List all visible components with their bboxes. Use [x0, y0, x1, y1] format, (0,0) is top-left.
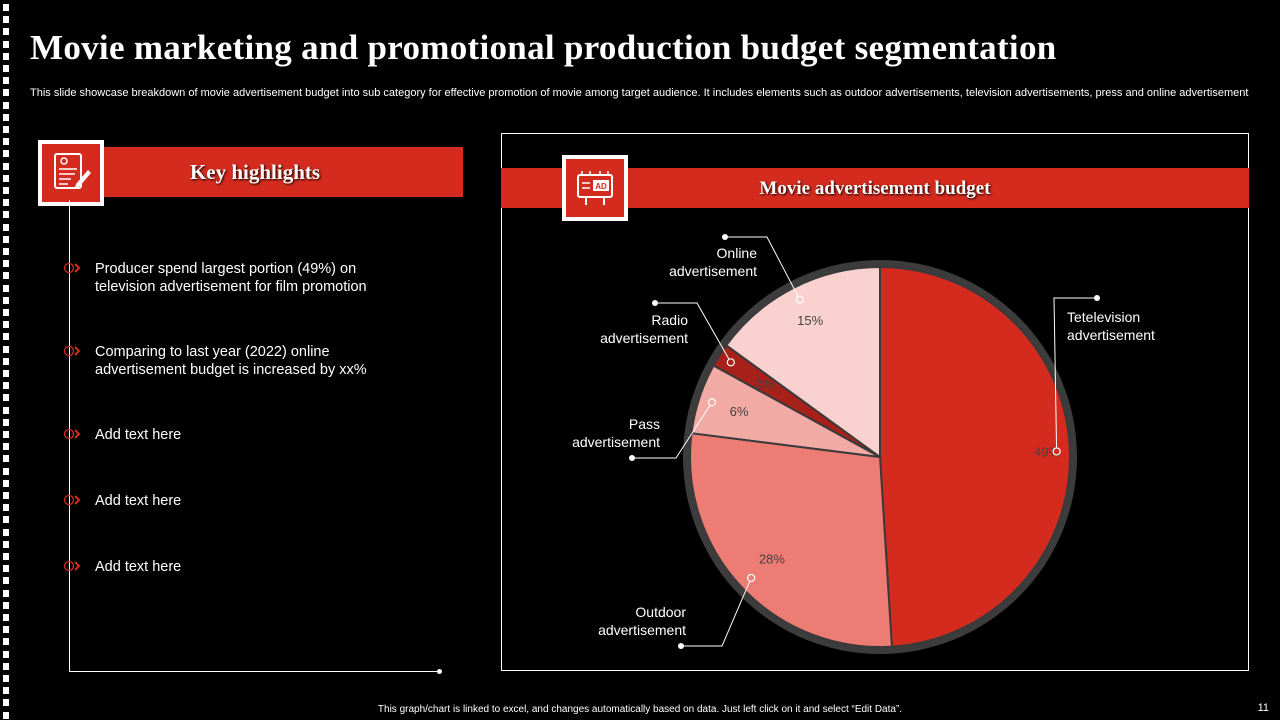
leader-line: [1053, 297, 1097, 452]
leader-point: [726, 358, 735, 367]
slice-category-label: Tetelevision advertisement: [1067, 309, 1155, 343]
highlights-bottom-line: [69, 671, 441, 672]
slice-value-label: 28%: [759, 551, 785, 566]
leader-end-dot: [629, 455, 635, 461]
slice-value-label: 2%: [755, 377, 774, 392]
page-subtitle: This slide showcase breakdown of movie a…: [30, 87, 1249, 99]
chart-title: Movie advertisement budget: [759, 178, 991, 199]
leader-line: [655, 302, 732, 363]
leader-point: [707, 398, 717, 407]
page-number: 11: [1257, 702, 1269, 714]
leader-line: [632, 402, 713, 459]
highlight-text: Add text here: [95, 493, 182, 509]
slice-category-label: Radio advertisement: [600, 312, 688, 346]
bullet-chevron-icon: [63, 345, 81, 357]
slice-category-label: Outdoor advertisement: [598, 604, 686, 638]
leader-line: [681, 577, 752, 647]
leader-end-dot: [678, 643, 684, 649]
film-strip-border: [0, 0, 14, 720]
leader-point: [1052, 447, 1061, 456]
highlights-heading: Key highlights: [189, 160, 321, 184]
leader-point: [747, 573, 756, 583]
bullet-chevron-icon: [63, 428, 81, 440]
highlights-header-bar: [75, 147, 463, 197]
leader-point: [795, 295, 804, 304]
highlight-text: Producer spend largest portion (49%) on …: [95, 261, 367, 295]
leader-line: [725, 236, 801, 300]
slice-category-label: Pass advertisement: [572, 416, 660, 450]
pie-slice: [689, 432, 893, 648]
highlights-timeline-line: [69, 200, 70, 672]
bullet-chevron-icon: [63, 494, 81, 506]
highlight-text: Add text here: [95, 559, 182, 575]
bullet-chevron-icon: [63, 560, 81, 572]
bullet-chevron-icon: [63, 262, 81, 274]
highlight-text: Comparing to last year (2022) online adv…: [95, 344, 367, 378]
leader-end-dot: [652, 300, 658, 306]
svg-text:AD: AD: [595, 182, 607, 191]
footer-note: This graph/chart is linked to excel, and…: [377, 704, 903, 715]
checklist-document-icon: [38, 140, 104, 206]
highlights-line-end-dot: [437, 669, 442, 674]
page-title: Movie marketing and promotional producti…: [30, 28, 1057, 67]
slice-value-label: 6%: [730, 404, 749, 419]
slice-category-label: Online advertisement: [669, 245, 757, 279]
leader-end-dot: [722, 234, 728, 240]
highlight-text: Add text here: [95, 427, 182, 443]
leader-end-dot: [1094, 295, 1100, 301]
slice-value-label: 15%: [797, 313, 823, 328]
pie-slice: [879, 265, 1071, 648]
chart-frame: [501, 133, 1249, 671]
ad-billboard-icon: AD: [562, 155, 628, 221]
